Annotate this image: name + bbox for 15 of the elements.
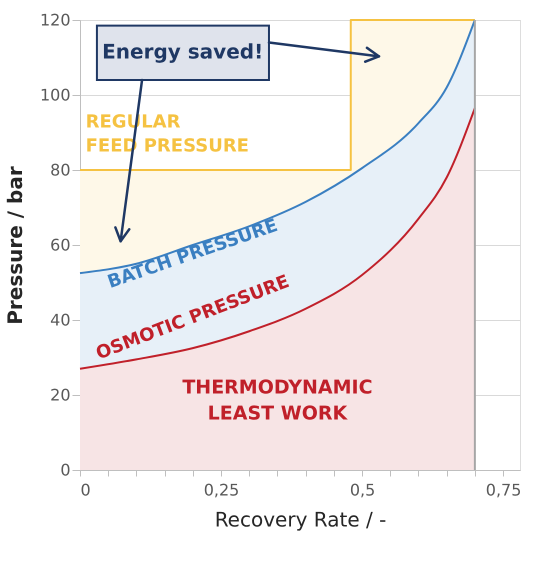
annotation: THERMODYNAMIC LEAST WORK [182, 376, 373, 424]
y-tick-label: 40 [50, 310, 70, 330]
y-tick-label: 20 [50, 386, 70, 404]
y-tick-label: 60 [50, 236, 70, 254]
y-tick-label: 0 [60, 460, 70, 480]
x-tick-label: 0,25 [204, 480, 240, 500]
x-tick-label: 0,5 [350, 480, 376, 500]
annotation: Energy saved! [102, 40, 264, 64]
x-tick-label: 0 [80, 480, 91, 500]
x-tick-label: 0,75 [486, 480, 522, 500]
x-axis-title: Recovery Rate / - [214, 508, 386, 532]
y-axis-title: Pressure / bar [2, 166, 27, 325]
y-tick-label: 100 [40, 86, 70, 104]
y-tick-label: 120 [40, 10, 70, 30]
y-tick-label: 80 [50, 160, 70, 180]
